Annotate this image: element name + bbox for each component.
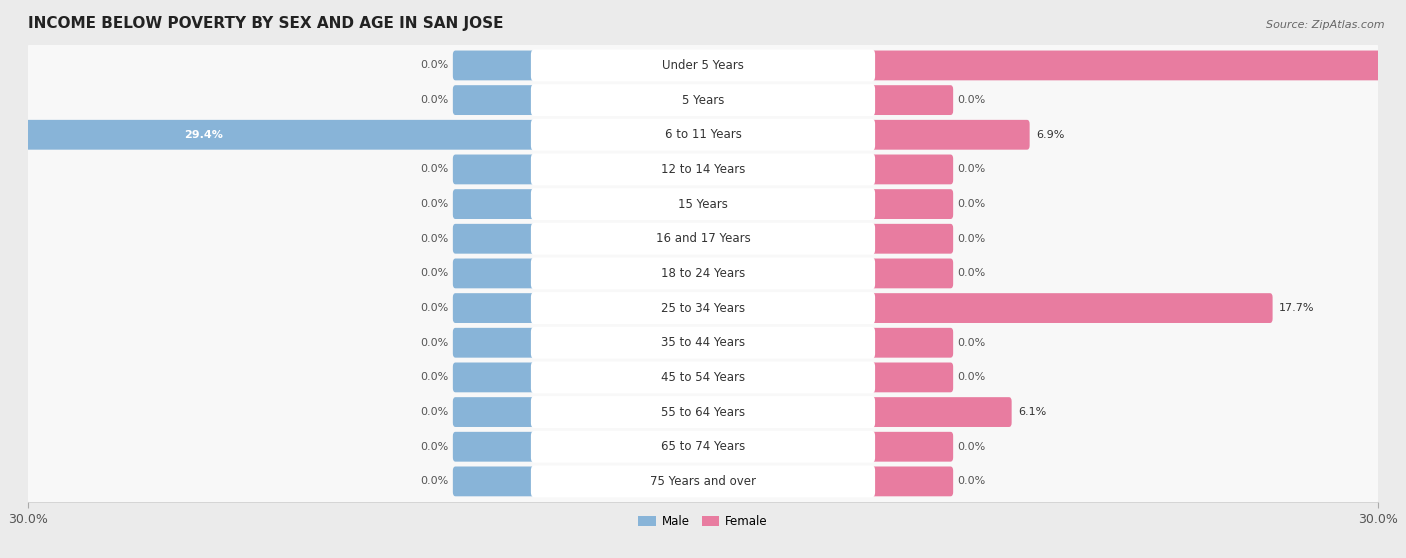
FancyBboxPatch shape <box>869 189 953 219</box>
Legend: Male, Female: Male, Female <box>634 511 772 533</box>
FancyBboxPatch shape <box>453 328 537 358</box>
Text: 0.0%: 0.0% <box>420 95 449 105</box>
FancyBboxPatch shape <box>531 431 875 463</box>
Text: 0.0%: 0.0% <box>957 477 986 487</box>
FancyBboxPatch shape <box>453 397 537 427</box>
Text: 0.0%: 0.0% <box>420 268 449 278</box>
FancyBboxPatch shape <box>453 432 537 461</box>
Text: 5 Years: 5 Years <box>682 94 724 107</box>
FancyBboxPatch shape <box>453 224 537 254</box>
Text: 55 to 64 Years: 55 to 64 Years <box>661 406 745 418</box>
Text: 0.0%: 0.0% <box>957 95 986 105</box>
FancyBboxPatch shape <box>531 362 875 393</box>
Text: 0.0%: 0.0% <box>420 477 449 487</box>
FancyBboxPatch shape <box>869 85 953 115</box>
Text: 6.9%: 6.9% <box>1036 130 1064 140</box>
Text: 6 to 11 Years: 6 to 11 Years <box>665 128 741 141</box>
Text: 0.0%: 0.0% <box>957 372 986 382</box>
FancyBboxPatch shape <box>531 292 875 324</box>
FancyBboxPatch shape <box>27 426 1379 468</box>
Text: 0.0%: 0.0% <box>957 199 986 209</box>
Text: 0.0%: 0.0% <box>420 442 449 452</box>
Text: 65 to 74 Years: 65 to 74 Years <box>661 440 745 453</box>
FancyBboxPatch shape <box>27 356 1379 398</box>
Text: 0.0%: 0.0% <box>420 372 449 382</box>
FancyBboxPatch shape <box>27 287 1379 329</box>
FancyBboxPatch shape <box>869 224 953 254</box>
FancyBboxPatch shape <box>453 189 537 219</box>
Text: 0.0%: 0.0% <box>957 165 986 175</box>
FancyBboxPatch shape <box>453 155 537 184</box>
FancyBboxPatch shape <box>869 155 953 184</box>
FancyBboxPatch shape <box>27 460 1379 503</box>
FancyBboxPatch shape <box>531 327 875 359</box>
Text: Source: ZipAtlas.com: Source: ZipAtlas.com <box>1267 20 1385 30</box>
Text: 16 and 17 Years: 16 and 17 Years <box>655 232 751 246</box>
Text: 15 Years: 15 Years <box>678 198 728 210</box>
FancyBboxPatch shape <box>453 51 537 80</box>
Text: 35 to 44 Years: 35 to 44 Years <box>661 336 745 349</box>
Text: 0.0%: 0.0% <box>957 338 986 348</box>
FancyBboxPatch shape <box>27 218 1379 260</box>
FancyBboxPatch shape <box>27 391 1379 433</box>
FancyBboxPatch shape <box>27 114 1379 156</box>
Text: 0.0%: 0.0% <box>420 338 449 348</box>
FancyBboxPatch shape <box>531 153 875 185</box>
FancyBboxPatch shape <box>531 84 875 116</box>
Text: 29.4%: 29.4% <box>184 130 224 140</box>
FancyBboxPatch shape <box>869 51 1406 80</box>
FancyBboxPatch shape <box>453 258 537 288</box>
FancyBboxPatch shape <box>869 432 953 461</box>
FancyBboxPatch shape <box>27 252 1379 295</box>
Text: 0.0%: 0.0% <box>957 234 986 244</box>
Text: 0.0%: 0.0% <box>420 60 449 70</box>
Text: 45 to 54 Years: 45 to 54 Years <box>661 371 745 384</box>
Text: 12 to 14 Years: 12 to 14 Years <box>661 163 745 176</box>
Text: 18 to 24 Years: 18 to 24 Years <box>661 267 745 280</box>
FancyBboxPatch shape <box>453 293 537 323</box>
Text: 0.0%: 0.0% <box>957 442 986 452</box>
Text: 0.0%: 0.0% <box>420 234 449 244</box>
FancyBboxPatch shape <box>531 465 875 497</box>
FancyBboxPatch shape <box>453 363 537 392</box>
Text: 17.7%: 17.7% <box>1279 303 1315 313</box>
FancyBboxPatch shape <box>869 328 953 358</box>
FancyBboxPatch shape <box>27 79 1379 121</box>
FancyBboxPatch shape <box>531 50 875 81</box>
Text: 0.0%: 0.0% <box>420 303 449 313</box>
FancyBboxPatch shape <box>27 321 1379 364</box>
FancyBboxPatch shape <box>869 397 1012 427</box>
FancyBboxPatch shape <box>869 258 953 288</box>
FancyBboxPatch shape <box>27 44 1379 86</box>
FancyBboxPatch shape <box>531 223 875 254</box>
Text: Under 5 Years: Under 5 Years <box>662 59 744 72</box>
Text: 25 to 34 Years: 25 to 34 Years <box>661 301 745 315</box>
FancyBboxPatch shape <box>869 293 1272 323</box>
FancyBboxPatch shape <box>27 183 1379 225</box>
Text: 0.0%: 0.0% <box>420 199 449 209</box>
FancyBboxPatch shape <box>531 396 875 428</box>
Text: 0.0%: 0.0% <box>420 407 449 417</box>
Text: 0.0%: 0.0% <box>957 268 986 278</box>
Text: 75 Years and over: 75 Years and over <box>650 475 756 488</box>
FancyBboxPatch shape <box>531 257 875 290</box>
FancyBboxPatch shape <box>0 120 537 150</box>
FancyBboxPatch shape <box>531 188 875 220</box>
FancyBboxPatch shape <box>531 119 875 151</box>
Text: INCOME BELOW POVERTY BY SEX AND AGE IN SAN JOSE: INCOME BELOW POVERTY BY SEX AND AGE IN S… <box>28 16 503 31</box>
FancyBboxPatch shape <box>869 363 953 392</box>
FancyBboxPatch shape <box>453 85 537 115</box>
FancyBboxPatch shape <box>869 120 1029 150</box>
FancyBboxPatch shape <box>869 466 953 496</box>
Text: 0.0%: 0.0% <box>420 165 449 175</box>
FancyBboxPatch shape <box>453 466 537 496</box>
Text: 6.1%: 6.1% <box>1018 407 1046 417</box>
FancyBboxPatch shape <box>27 148 1379 191</box>
